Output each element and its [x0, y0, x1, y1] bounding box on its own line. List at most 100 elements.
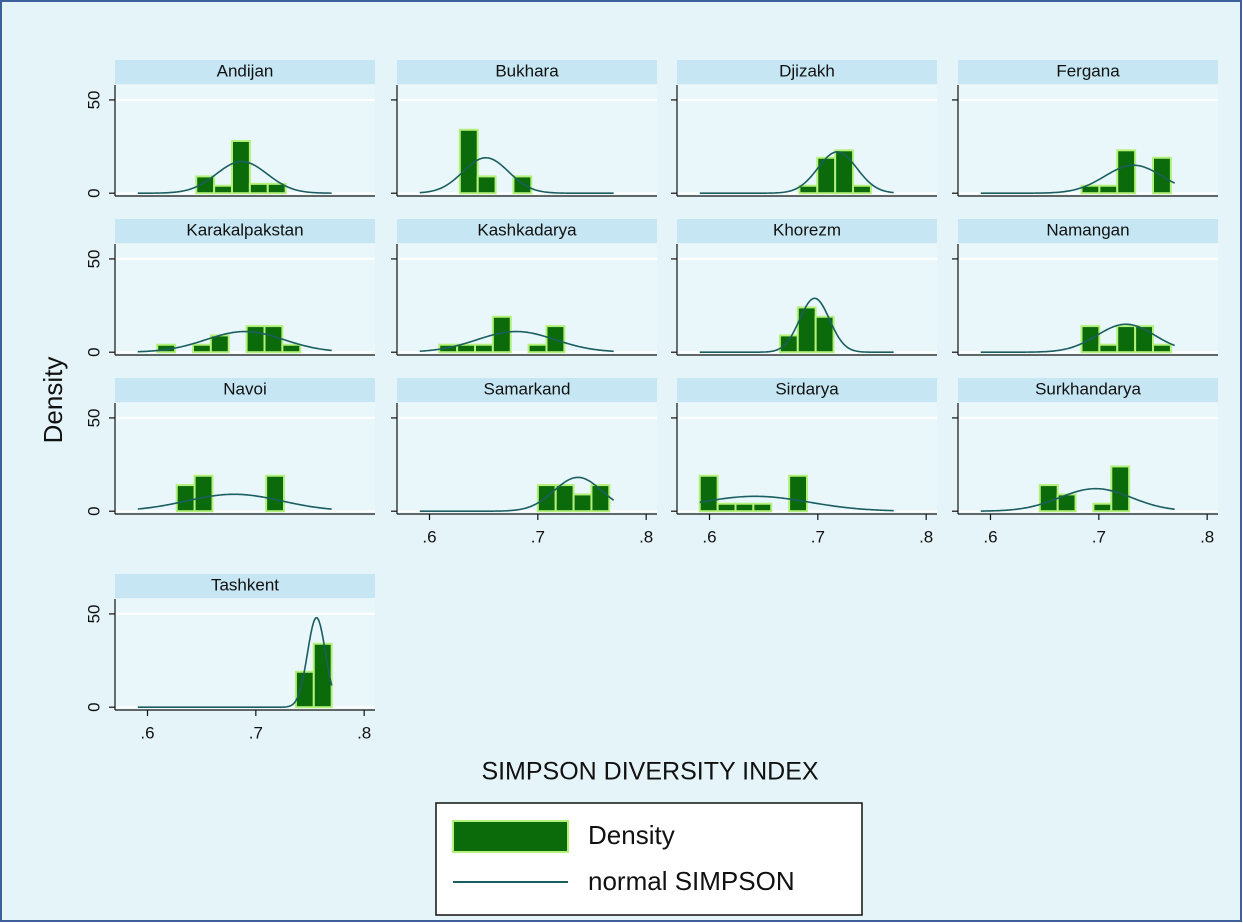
histogram-bar — [1110, 465, 1131, 513]
normal-curve — [137, 330, 332, 353]
x-tick-label: .7 — [811, 527, 825, 546]
y-tick-label: 50 — [84, 90, 103, 109]
histogram-bar — [193, 474, 214, 513]
panel-header — [958, 378, 1218, 402]
panel-header — [397, 60, 657, 84]
plot-region — [115, 599, 375, 710]
panel-title: Karakalpakstan — [186, 220, 303, 239]
panel-title: Tashkent — [211, 575, 279, 594]
x-tick-label: .6 — [983, 527, 997, 546]
histogram-bar — [281, 343, 302, 354]
panel-header — [958, 219, 1218, 243]
normal-curve — [419, 476, 615, 512]
y-tick-label: 0 — [84, 506, 103, 515]
panel-title: Andijan — [217, 61, 274, 80]
normal-curve — [419, 330, 614, 353]
normal-curve — [137, 493, 332, 510]
panel-header — [677, 219, 937, 243]
normal-curve — [699, 495, 894, 512]
normal-curve — [980, 164, 1176, 194]
panel: Namangan — [952, 219, 1218, 356]
y-tick-label: 50 — [84, 604, 103, 623]
histogram-bar — [1098, 184, 1119, 195]
x-tick-label: .6 — [702, 527, 716, 546]
y-tick-label: 0 — [84, 702, 103, 711]
panel-header — [115, 574, 375, 598]
histogram-bar — [852, 184, 872, 195]
histogram-bar — [456, 343, 476, 354]
legend-label: normal SIMPSON — [588, 866, 795, 896]
histogram-bar — [1116, 325, 1137, 354]
plot-region — [115, 244, 375, 355]
panel-title: Bukhara — [495, 61, 559, 80]
panel-title: Fergana — [1056, 61, 1120, 80]
histogram-bar — [1116, 149, 1137, 195]
histogram-bar — [231, 139, 251, 195]
normal-curve — [699, 297, 894, 353]
panel: Khorezm — [671, 219, 937, 356]
plot-region — [958, 85, 1218, 196]
histogram-bar — [590, 484, 611, 513]
plot-region — [115, 403, 375, 514]
histogram-bar — [698, 474, 719, 513]
histogram-bar — [458, 128, 479, 195]
histogram-bar — [1092, 502, 1113, 513]
y-axis-title: Density — [38, 357, 68, 444]
panel: Fergana — [952, 60, 1218, 197]
normal-curve — [137, 616, 333, 708]
panel-title: Kashkadarya — [477, 220, 577, 239]
histogram-bar — [816, 156, 837, 195]
y-tick-label: 50 — [84, 249, 103, 268]
normal-curve — [419, 156, 614, 194]
panel: Kashkadarya — [391, 219, 657, 356]
histogram-bar — [834, 149, 855, 195]
x-tick-label: .6 — [422, 527, 436, 546]
panel-header — [958, 60, 1218, 84]
histogram-bar — [263, 325, 284, 354]
panel-title: Namangan — [1046, 220, 1129, 239]
histogram-bar — [778, 334, 799, 354]
panel: Surkhandarya .6 .7 .8 — [952, 378, 1218, 546]
histogram-bar — [1134, 325, 1154, 354]
histogram-bar — [175, 484, 196, 513]
histogram-bar — [248, 182, 269, 195]
panel-title: Surkhandarya — [1035, 379, 1141, 398]
panel: Tashkent 0 50 .6 .7 .8 — [84, 574, 375, 742]
panel-header — [115, 219, 375, 243]
histogram-bar — [192, 343, 212, 354]
x-tick-label: .6 — [140, 723, 154, 742]
panel: Andijan 0 50 — [84, 60, 375, 198]
histogram-bar — [796, 306, 817, 354]
plot-region — [397, 403, 657, 514]
panel-title: Djizakh — [779, 61, 835, 80]
histogram-bar — [266, 182, 287, 195]
x-tick-label: .8 — [357, 723, 371, 742]
panel-header — [677, 378, 937, 402]
legend-swatch — [452, 820, 569, 853]
plot-region — [677, 85, 937, 196]
histogram-bar — [554, 484, 575, 513]
histogram-bar — [752, 502, 773, 513]
x-tick-label: .7 — [1092, 527, 1106, 546]
y-tick-label: 50 — [84, 408, 103, 427]
histogram-bar — [265, 474, 285, 513]
panel-header — [677, 60, 937, 84]
x-tick-label: .7 — [249, 723, 263, 742]
legend-label: Density — [588, 820, 675, 850]
histogram-bar — [474, 343, 494, 354]
histogram-bar — [294, 670, 315, 709]
normal-curve — [137, 160, 332, 194]
panel: Djizakh — [671, 60, 937, 197]
x-axis-title: SIMPSON DIVERSITY INDEX — [481, 758, 818, 786]
panel: Sirdarya .6 .7 .8 — [671, 378, 937, 546]
normal-curve — [980, 487, 1175, 512]
histogram-bar — [527, 343, 548, 354]
panel: Bukhara — [391, 60, 657, 197]
panel-header — [115, 60, 375, 84]
panel-title: Sirdarya — [775, 379, 839, 398]
histogram-bar — [716, 502, 737, 513]
y-tick-label: 0 — [84, 347, 103, 356]
panel-title: Khorezm — [773, 220, 841, 239]
